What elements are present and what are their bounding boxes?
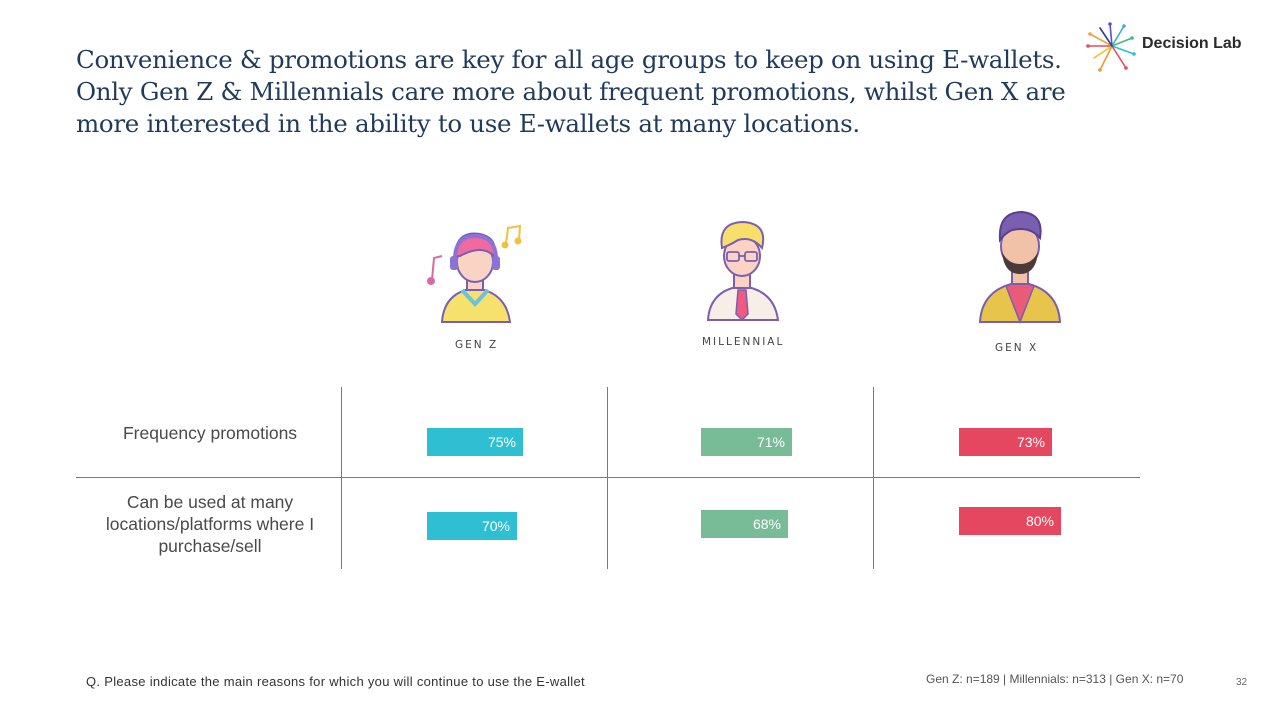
bar-value-label: 71%: [756, 434, 785, 450]
bar-gen-z-row-2: 70%: [427, 512, 517, 540]
bar-value-label: 70%: [481, 518, 510, 534]
row-divider: [76, 477, 1140, 478]
column-divider: [873, 387, 874, 569]
bar-millennial-row-1: 71%: [701, 428, 792, 456]
bar-value-label: 75%: [487, 434, 516, 450]
gen-x-avatar-icon: [972, 208, 1068, 326]
bar-gen-x-row-1: 73%: [959, 428, 1052, 456]
bar-value-label: 68%: [752, 516, 781, 532]
starburst-icon: [1086, 22, 1136, 72]
gen-z-avatar-icon: [420, 222, 530, 332]
column-divider: [607, 387, 608, 569]
decision-lab-logo: Decision Lab: [1086, 20, 1256, 76]
bar-value-label: 73%: [1016, 434, 1045, 450]
bar-value-label: 80%: [1025, 513, 1054, 529]
persona-label-gen-z: GEN Z: [455, 339, 499, 351]
bar-gen-z-row-1: 75%: [427, 428, 523, 456]
row-label-frequency-promotions: Frequency promotions: [122, 423, 298, 443]
sample-size-note: Gen Z: n=189 | Millennials: n=313 | Gen …: [926, 672, 1184, 686]
column-divider: [341, 387, 342, 569]
bar-millennial-row-2: 68%: [701, 510, 788, 538]
persona-label-gen-x: GEN X: [995, 342, 1039, 354]
slide-title: Convenience & promotions are key for all…: [76, 45, 1066, 138]
logo-text: Decision Lab: [1142, 35, 1242, 52]
row-label-many-locations: Can be used at many locations/platforms …: [105, 492, 315, 556]
survey-question-footnote: Q. Please indicate the main reasons for …: [86, 674, 585, 689]
persona-label-millennial: MILLENNIAL: [702, 336, 785, 348]
millennial-avatar-icon: [692, 214, 792, 324]
bar-gen-x-row-2: 80%: [959, 507, 1061, 535]
page-number: 32: [1236, 677, 1248, 688]
